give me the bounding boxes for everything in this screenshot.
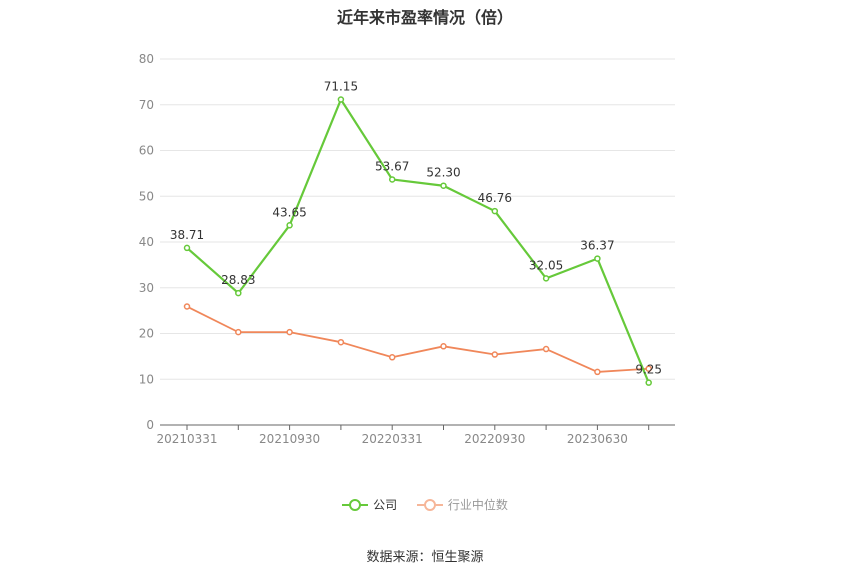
legend-industry-label: 行业中位数 xyxy=(447,498,508,512)
company-point xyxy=(388,176,396,183)
company-point xyxy=(440,182,447,189)
y-tick-label: 30 xyxy=(139,281,154,295)
x-tick-label: 20210331 xyxy=(156,432,217,446)
y-tick-label: 0 xyxy=(146,418,154,432)
data-label: 46.76 xyxy=(478,191,512,205)
data-label: 32.05 xyxy=(529,258,563,272)
industry-point xyxy=(645,365,652,372)
legend-company-label: 公司 xyxy=(373,498,398,512)
axes: 0 10 20 30 40 50 60 70 80 20210331 20210930 2022033… xyxy=(139,52,675,446)
company-point xyxy=(286,222,293,229)
data-label: 52.30 xyxy=(426,166,460,180)
y-tick-label: 80 xyxy=(139,52,154,66)
data-label: 38.71 xyxy=(170,228,204,242)
x-tick-label: 20230630 xyxy=(567,432,628,446)
series-line-industry xyxy=(186,305,649,373)
data-label: 28.83 xyxy=(221,273,255,287)
data-label: 9.25 xyxy=(635,363,662,377)
x-tick-label: 20220331 xyxy=(362,432,423,446)
company-point xyxy=(235,289,242,297)
data-labels: 38.71 28.83 43.65 71.15 53.67 52.30 46.76 32.05… xyxy=(170,79,662,376)
industry-point xyxy=(594,368,601,376)
legend: 公司 行业中位数 xyxy=(0,496,850,515)
x-tick-label: 20220930 xyxy=(464,432,525,446)
series-lines xyxy=(183,96,652,386)
industry-point xyxy=(235,328,242,336)
legend-industry-marker-icon xyxy=(416,498,443,512)
legend-item-company[interactable]: 公司 xyxy=(342,496,397,513)
company-point xyxy=(594,255,601,262)
grid-lines xyxy=(160,58,675,380)
data-label: 43.65 xyxy=(272,205,306,219)
legend-company-marker-icon xyxy=(342,498,369,512)
legend-item-industry[interactable]: 行业中位数 xyxy=(416,496,508,513)
chart-title: 近年来市盈率情况（倍） xyxy=(336,8,513,27)
x-tick-label: 20210930 xyxy=(259,432,320,446)
company-point xyxy=(491,207,499,215)
y-tick-label: 50 xyxy=(139,189,154,203)
y-tick-label: 10 xyxy=(139,372,154,386)
industry-point xyxy=(440,343,447,350)
company-point xyxy=(183,244,191,252)
industry-point xyxy=(388,354,396,361)
y-tick-label: 40 xyxy=(139,235,154,249)
company-point xyxy=(337,96,345,103)
series-line-company xyxy=(186,98,650,384)
company-point xyxy=(542,275,550,282)
industry-point xyxy=(337,338,345,346)
industry-point xyxy=(542,345,550,353)
company-point xyxy=(645,379,652,386)
y-tick-label: 70 xyxy=(139,98,154,112)
data-label: 71.15 xyxy=(324,79,358,93)
industry-point xyxy=(491,351,499,358)
data-label: 36.37 xyxy=(580,239,614,253)
y-tick-label: 20 xyxy=(139,327,154,341)
y-tick-label: 60 xyxy=(139,144,154,158)
data-label: 53.67 xyxy=(375,159,409,173)
industry-point xyxy=(286,328,293,336)
source-note: 数据来源：恒生聚源 xyxy=(366,550,484,565)
industry-point xyxy=(183,303,191,310)
